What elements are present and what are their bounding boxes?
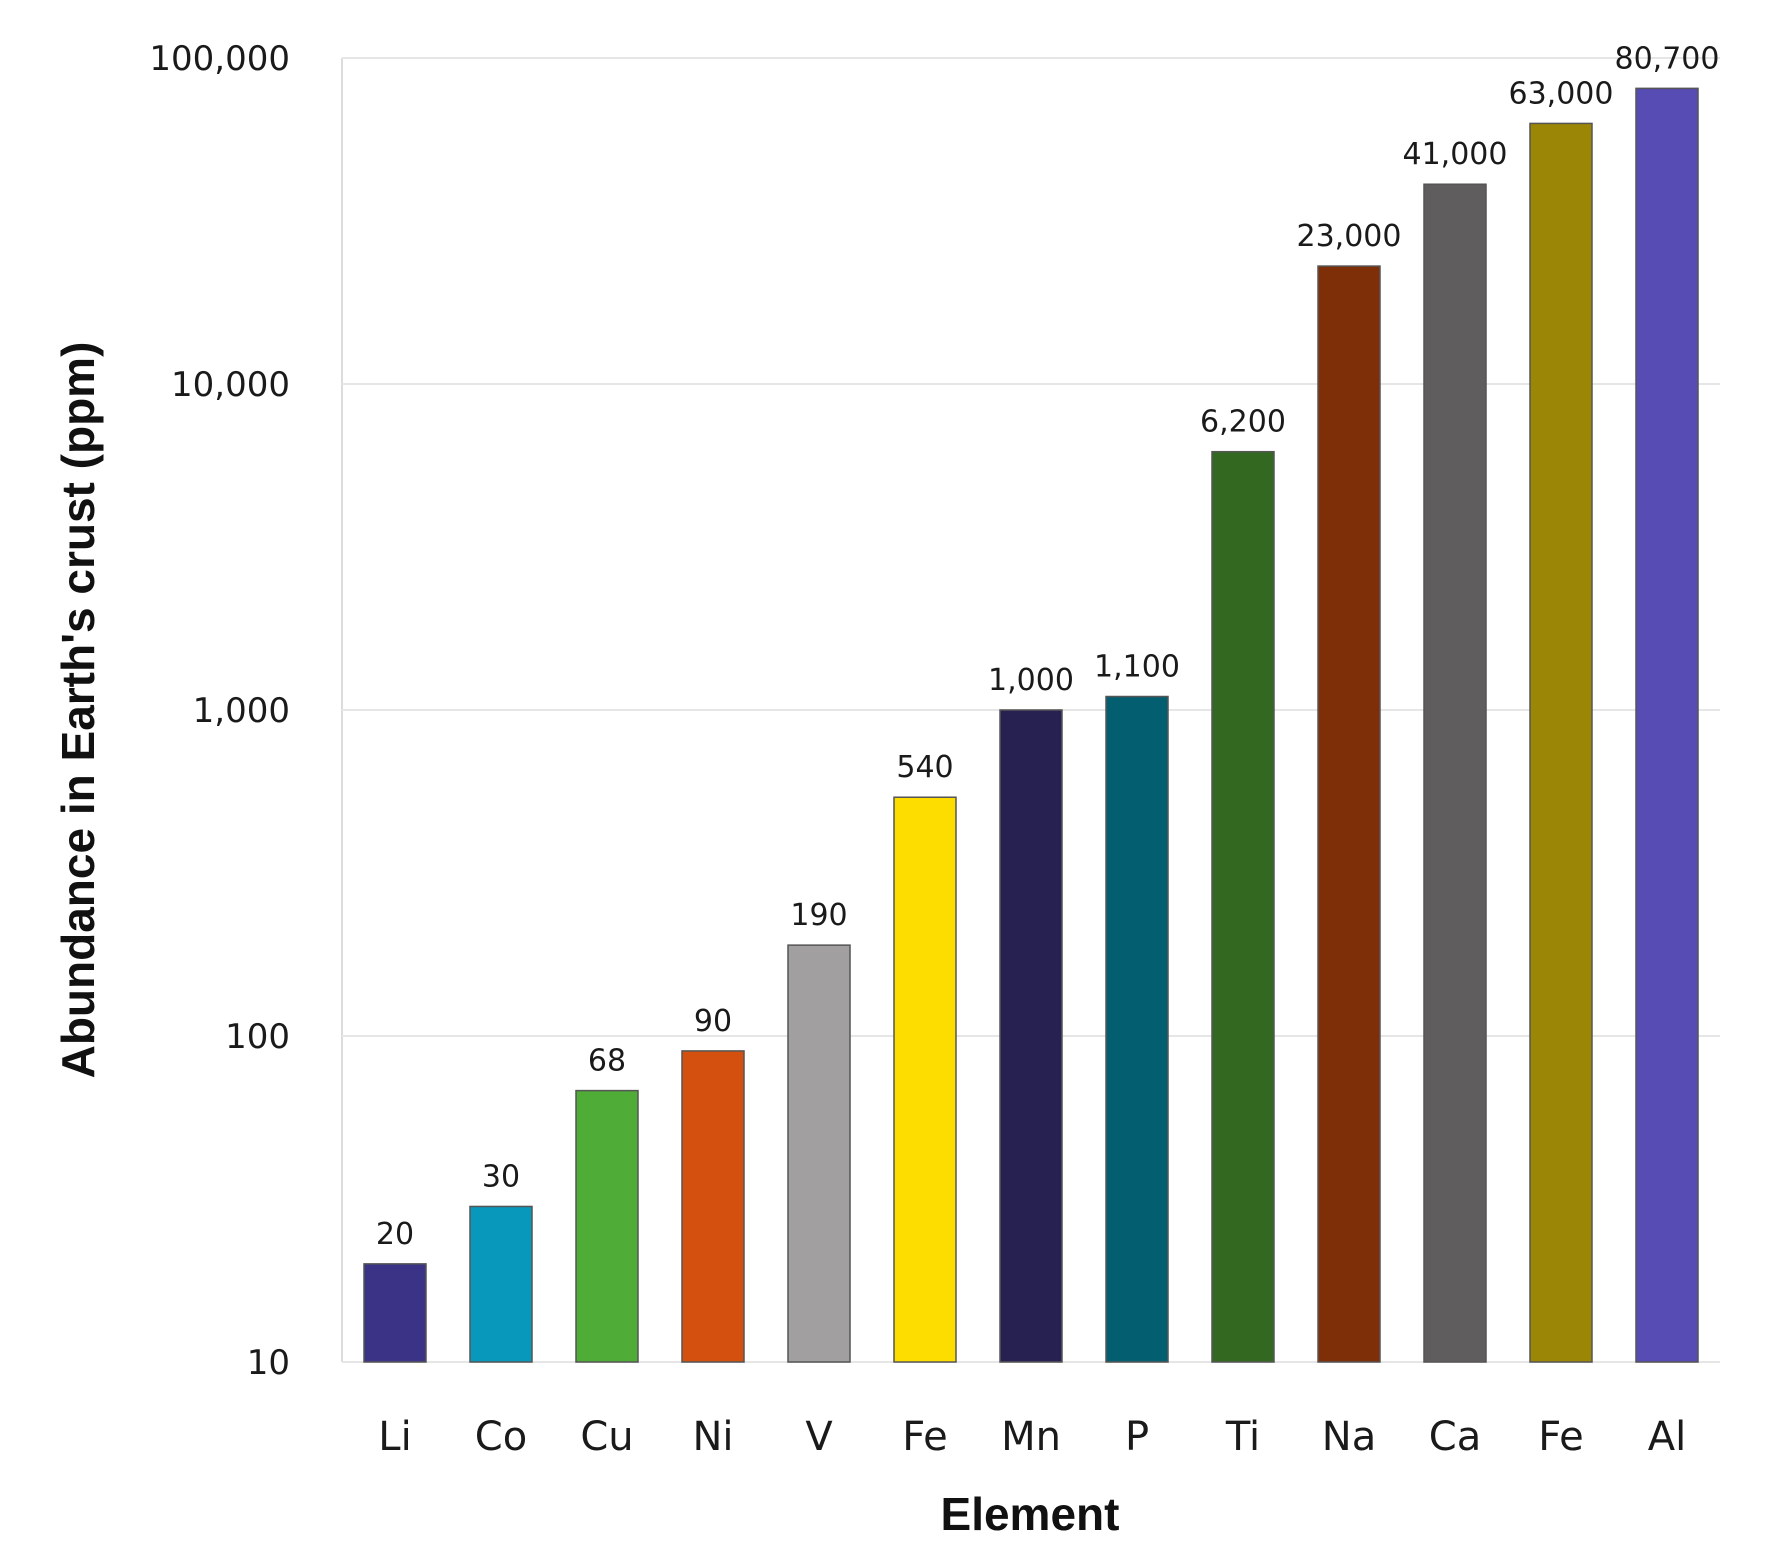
data-label: 1,100 <box>1094 650 1180 685</box>
data-label: 30 <box>482 1159 520 1194</box>
x-tick-label: Li <box>378 1414 411 1460</box>
data-label: 190 <box>790 898 847 933</box>
x-axis-title: Element <box>941 1488 1120 1540</box>
bar-v-4 <box>787 944 851 1363</box>
data-label: 80,700 <box>1615 41 1720 76</box>
data-label: 540 <box>896 750 953 785</box>
bar-ni-3 <box>681 1050 745 1363</box>
x-tick-label: Ti <box>1225 1414 1260 1460</box>
bar-ca-10 <box>1423 183 1487 1363</box>
y-tick-label: 1,000 <box>193 691 290 731</box>
y-tick-label: 100 <box>225 1017 290 1057</box>
x-tick-label: Fe <box>1538 1414 1583 1460</box>
bar-al-12 <box>1635 87 1699 1363</box>
bar-cu-2 <box>575 1089 639 1363</box>
x-tick-label: Mn <box>1001 1414 1061 1460</box>
bar-p-7 <box>1105 695 1169 1363</box>
bar-ti-8 <box>1211 450 1275 1363</box>
x-tick-label: P <box>1125 1414 1149 1460</box>
x-tick-label: Al <box>1648 1414 1686 1460</box>
x-tick-label: Fe <box>902 1414 947 1460</box>
x-tick-label: Ni <box>692 1414 733 1460</box>
data-label: 1,000 <box>988 663 1074 698</box>
data-label: 68 <box>588 1044 626 1079</box>
bar-li-0 <box>363 1263 427 1363</box>
bar-na-9 <box>1317 265 1381 1363</box>
data-labels: 20 30 68 90 190 540 1,000 1,100 6,200 23,000 41,00… <box>376 41 1720 1252</box>
data-label: 20 <box>376 1217 414 1252</box>
data-label: 63,000 <box>1509 76 1614 111</box>
data-label: 90 <box>694 1004 732 1039</box>
x-tick-label: Na <box>1322 1414 1376 1460</box>
y-axis-title: Abundance in Earth's crust (ppm) <box>52 342 104 1079</box>
x-tick-label: Co <box>475 1414 527 1460</box>
x-tick-label: V <box>805 1414 833 1460</box>
y-tick-label: 10 <box>247 1343 290 1383</box>
x-axis-ticks: Li Co Cu Ni V Fe Mn P Ti Na Ca Fe Al <box>378 1414 1686 1460</box>
y-axis-ticks: 10 100 1,000 10,000 100,000 <box>149 39 290 1383</box>
bars <box>363 87 1699 1363</box>
x-tick-label: Cu <box>580 1414 633 1460</box>
data-label: 41,000 <box>1403 137 1508 172</box>
bar-mn-6 <box>999 709 1063 1363</box>
bar-co-1 <box>469 1205 533 1363</box>
y-tick-label: 100,000 <box>149 39 290 79</box>
data-label: 23,000 <box>1297 219 1402 254</box>
bar-fe-5 <box>893 796 957 1363</box>
bar-fe-11 <box>1529 122 1593 1363</box>
data-label: 6,200 <box>1200 405 1286 440</box>
y-tick-label: 10,000 <box>171 365 290 405</box>
x-tick-label: Ca <box>1429 1414 1481 1460</box>
